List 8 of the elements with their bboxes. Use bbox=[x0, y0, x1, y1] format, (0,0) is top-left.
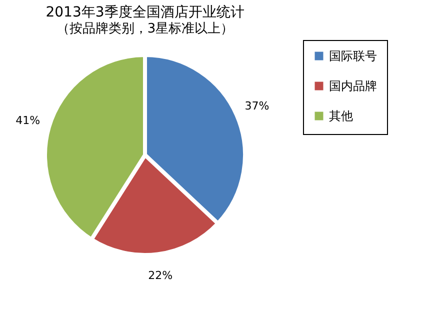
data-label: 41% bbox=[16, 114, 40, 127]
data-label: 22% bbox=[148, 269, 173, 282]
legend-label: 其他 bbox=[329, 109, 353, 123]
chart-title: 2013年3季度全国酒店开业统计 bbox=[46, 4, 244, 20]
legend-label: 国内品牌 bbox=[329, 79, 377, 93]
data-label: 37% bbox=[244, 100, 270, 113]
legend-label: 国际联号 bbox=[329, 49, 377, 63]
chart-subtitle: （按品牌类别，3星标准以上） bbox=[56, 22, 234, 36]
